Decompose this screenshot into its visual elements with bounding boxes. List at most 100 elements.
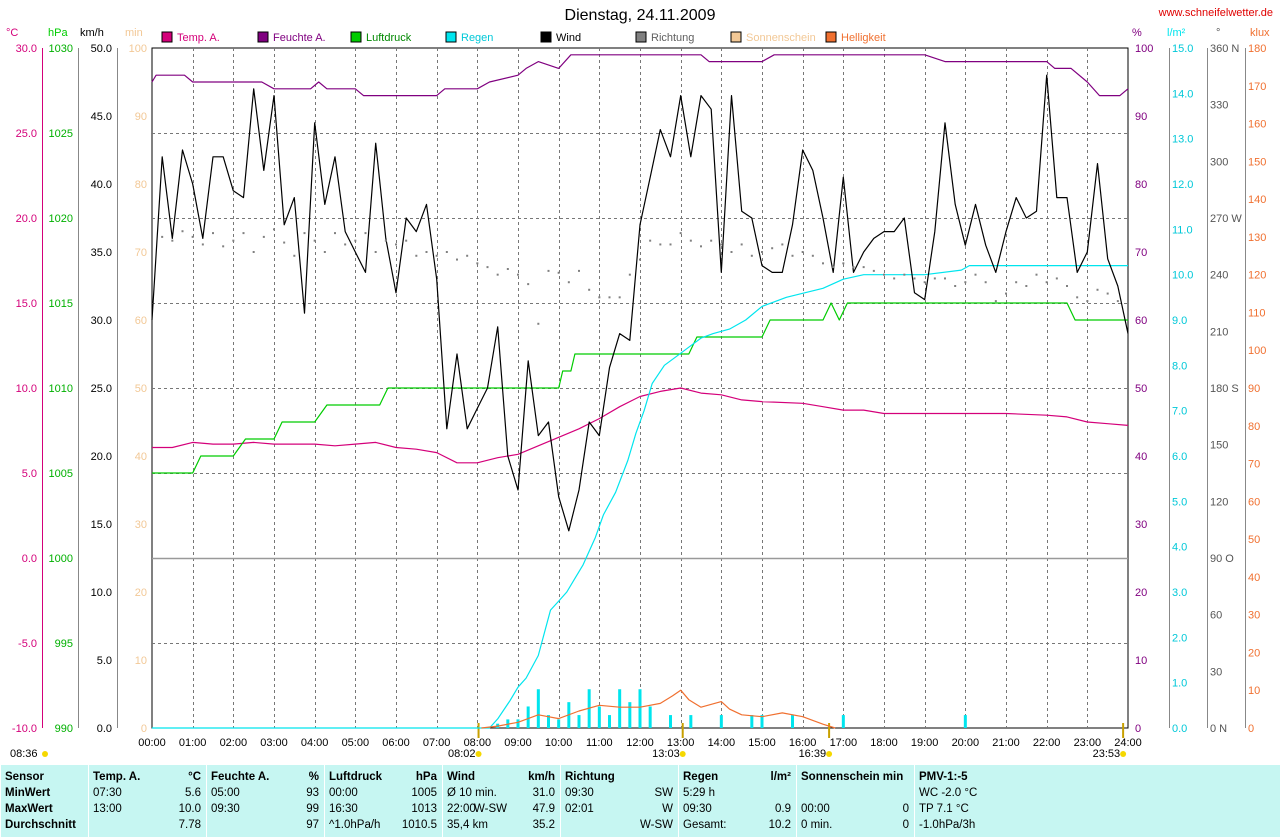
stats-cell: 09:30 [683,803,712,815]
stats-row: 16:30 1013 [329,803,437,818]
tick-brightness: 20 [1248,647,1260,659]
stats-cell: MinWert [5,787,51,799]
stats-cell: W [662,803,673,815]
stats-cell: ^1.0hPa/h [329,819,381,831]
direction-dot [1055,277,1058,280]
x-tick-label: 15:00 [748,737,776,749]
stats-cell: 35,4 km [447,819,488,831]
x-tick-label: 03:00 [260,737,288,749]
axis-unit-brightness: klux [1250,27,1270,39]
x-tick-label: 23:00 [1074,737,1102,749]
direction-dot [771,247,774,250]
tick-wind: 50.0 [91,43,112,55]
stats-row: 05:00 93 [211,787,319,802]
direction-dot [740,243,743,246]
direction-dot [293,254,296,257]
x-tick-label: 10:00 [545,737,573,749]
stats-header-label: Richtung [565,771,615,783]
x-tick-label: 01:00 [179,737,207,749]
stats-row: 0 min. 0 [801,819,909,834]
legend-label: Richtung [651,32,694,44]
tick-rain: 7.0 [1172,406,1187,418]
x-tick-label: 13:00 [667,737,695,749]
stats-column: Wind km/h Ø 10 min. 31.0 22:00 W-SW 47.9 35,4 k… [442,765,561,837]
stats-cell: 0 [902,803,909,815]
direction-dot [222,245,225,248]
tick-brightness: 90 [1248,383,1260,395]
stats-cell: 02:01 [565,803,594,815]
tick-direction: 270 W [1210,213,1242,225]
tick-brightness: 170 [1248,81,1266,93]
legend-swatch [445,31,457,43]
direction-dot [649,239,652,242]
stats-row: -1.0hPa/3h [919,819,1029,834]
rain-bar [597,706,601,728]
tick-humidity: 80 [1135,179,1147,191]
stats-row: 09:30 0.9 [683,803,791,818]
tick-sunshine: 50 [135,383,147,395]
x-tick-label: 11:00 [586,737,613,749]
stats-column: Sonnenschein min 00:00 0 0 min. 0 [796,765,915,837]
direction-dot [273,228,275,231]
stats-row: 13:00 10.0 [93,803,201,818]
tick-humidity: 50 [1135,383,1147,395]
direction-dot [435,254,438,257]
stats-row: 02:01 W [565,803,673,818]
stats-header-unit: km/h [528,771,555,783]
tick-brightness: 130 [1248,232,1266,244]
tick-brightness: 60 [1248,496,1260,508]
stats-header: Feuchte A.% [211,771,319,786]
tick-wind: 40.0 [91,179,112,191]
tick-pressure: 1000 [49,553,73,565]
direction-dot [893,277,896,280]
stats-cell: 5:29 h [683,787,715,799]
x-tick-label: 17:00 [830,737,858,749]
weather-chart: Dienstag, 24.11.2009 www.schneifelwetter.… [6,7,1273,760]
direction-dot [1025,285,1028,287]
direction-dot [984,281,987,284]
series-line-helligkeit [481,689,836,729]
direction-dot [354,239,357,242]
tick-humidity: 40 [1135,451,1147,463]
direction-dot [842,262,845,265]
direction-dot [933,277,936,280]
tick-pressure: 1005 [49,468,73,480]
axis-unit-temp: °C [6,27,18,39]
stats-cell: 09:30 [565,787,594,799]
legend-swatch [540,31,552,43]
tick-direction: 240 [1210,270,1228,282]
x-tick-label: 02:00 [220,737,248,749]
stats-cell: 47.9 [532,803,555,815]
tick-wind: 5.0 [97,655,112,667]
rain-bar [608,715,611,728]
stats-cell: 5.6 [185,787,201,799]
direction-dot [761,251,763,253]
direction-dot [832,266,835,269]
direction-dot [313,239,316,242]
stats-cell: W-SW [639,819,673,831]
direction-dot [547,269,550,272]
tick-temp: -5.0 [18,638,37,650]
tick-brightness: 180 [1248,43,1266,55]
stats-cell: 1005 [411,787,437,799]
direction-dot [964,281,967,284]
tick-humidity: 70 [1135,247,1147,259]
sun-marker-icon [826,751,833,757]
stats-column: Luftdruck hPa 00:00 1005 16:30 1013 ^1.0hPa/h 1… [324,765,443,837]
stats-row: 22:00 W-SW 47.9 [447,803,555,818]
direction-dot [750,254,753,257]
direction-dot [395,243,397,246]
series-line-regen [152,265,1128,729]
tick-humidity: 20 [1135,587,1147,599]
direction-dot [954,285,957,287]
direction-dot [883,273,885,276]
tick-humidity: 90 [1135,111,1147,123]
stats-cell: 00:00 [801,803,830,815]
stats-row: 00:00 0 [801,803,909,818]
rain-bar [719,715,723,728]
legend-label: Regen [461,32,493,44]
tick-rain: 8.0 [1172,360,1187,372]
x-tick-label: 04:00 [301,737,329,749]
direction-dot [344,243,347,246]
chart-title: Dienstag, 24.11.2009 [565,7,716,24]
